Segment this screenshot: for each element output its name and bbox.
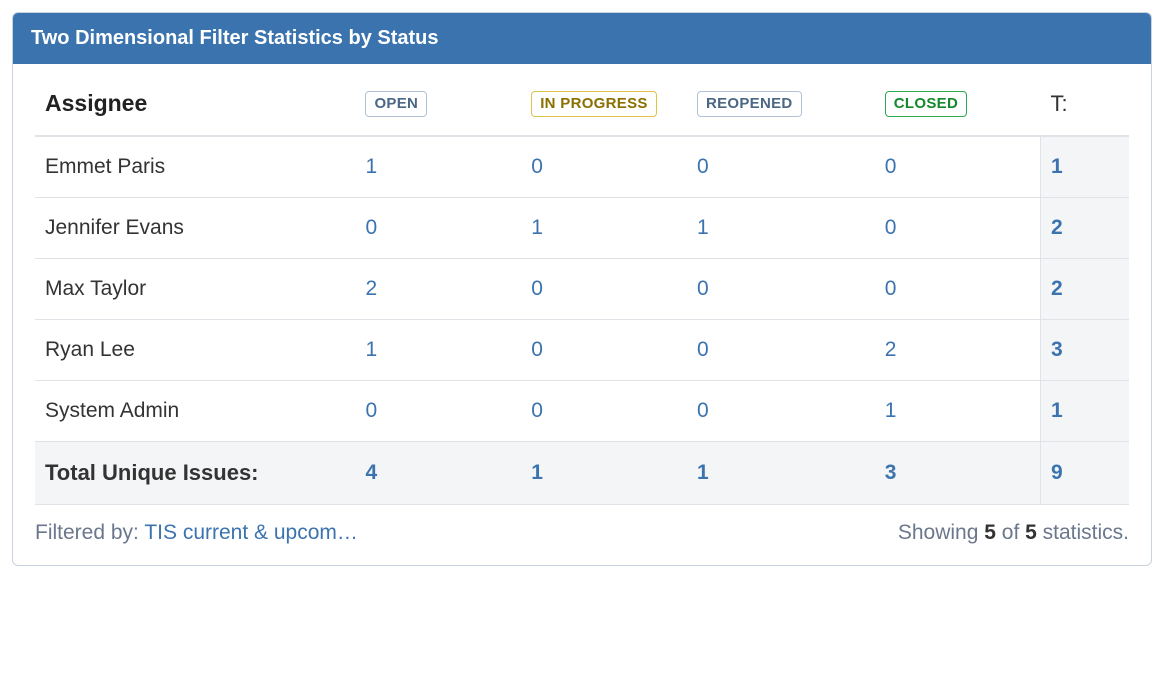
issue-count-link[interactable]: 0 [531,399,543,422]
status-column-header: CLOSED [875,64,1041,136]
value-cell: 0 [687,320,875,381]
totals-count-link[interactable]: 4 [365,461,377,484]
status-lozenge-open[interactable]: OPEN [365,91,427,117]
value-cell: 0 [355,198,521,259]
totals-value-cell: 4 [355,442,521,505]
table-row: Emmet Paris 1 0 0 0 1 [35,136,1129,198]
panel-title: Two Dimensional Filter Statistics by Sta… [13,13,1151,64]
row-total-cell: 1 [1041,136,1129,198]
table-header-row: Assignee OPEN IN PROGRESS REOPENED CLOSE… [35,64,1129,136]
issue-count-link[interactable]: 0 [531,155,543,178]
value-cell: 2 [355,259,521,320]
assignee-cell: Emmet Paris [35,136,355,198]
assignee-column-header: Assignee [35,64,355,136]
panel-body: Assignee OPEN IN PROGRESS REOPENED CLOSE… [13,64,1151,505]
assignee-cell: Max Taylor [35,259,355,320]
status-column-header: OPEN [355,64,521,136]
issue-count-link[interactable]: 0 [885,277,897,300]
showing-prefix: Showing [898,521,984,544]
value-cell: 0 [875,259,1041,320]
showing-count: Showing 5 of 5 statistics. [898,521,1129,545]
statistics-table: Assignee OPEN IN PROGRESS REOPENED CLOSE… [35,64,1129,505]
total-column-header: T: [1041,64,1129,136]
filtered-by: Filtered by: TIS current & upcom… [35,521,358,545]
row-total-link[interactable]: 3 [1051,338,1063,361]
row-total-cell: 2 [1041,259,1129,320]
panel-footer: Filtered by: TIS current & upcom… Showin… [13,505,1151,565]
issue-count-link[interactable]: 1 [365,155,377,178]
issue-count-link[interactable]: 0 [697,399,709,422]
value-cell: 0 [687,381,875,442]
issue-count-link[interactable]: 1 [697,216,709,239]
issue-count-link[interactable]: 0 [885,155,897,178]
row-total-link[interactable]: 2 [1051,277,1063,300]
status-lozenge-in-progress[interactable]: IN PROGRESS [531,91,657,117]
value-cell: 0 [521,259,687,320]
totals-count-link[interactable]: 1 [531,461,543,484]
value-cell: 0 [521,381,687,442]
row-total-cell: 3 [1041,320,1129,381]
value-cell: 1 [875,381,1041,442]
table-row: Jennifer Evans 0 1 1 0 2 [35,198,1129,259]
value-cell: 0 [521,320,687,381]
value-cell: 1 [355,136,521,198]
filtered-by-label: Filtered by: [35,521,144,544]
filter-link[interactable]: TIS current & upcom… [144,521,358,544]
status-lozenge-closed[interactable]: CLOSED [885,91,967,117]
status-column-header: REOPENED [687,64,875,136]
totals-value-cell: 3 [875,442,1041,505]
showing-current: 5 [984,521,996,544]
value-cell: 0 [687,136,875,198]
issue-count-link[interactable]: 2 [885,338,897,361]
row-total-link[interactable]: 1 [1051,399,1063,422]
showing-total: 5 [1025,521,1037,544]
table-row: Ryan Lee 1 0 0 2 3 [35,320,1129,381]
issue-count-link[interactable]: 0 [531,338,543,361]
issue-count-link[interactable]: 0 [697,155,709,178]
row-total-cell: 2 [1041,198,1129,259]
assignee-cell: Ryan Lee [35,320,355,381]
showing-of: of [996,521,1025,544]
assignee-cell: Jennifer Evans [35,198,355,259]
grand-total-link[interactable]: 9 [1051,461,1063,484]
issue-count-link[interactable]: 0 [365,216,377,239]
table-row: Max Taylor 2 0 0 0 2 [35,259,1129,320]
totals-count-link[interactable]: 1 [697,461,709,484]
value-cell: 1 [521,198,687,259]
row-total-cell: 1 [1041,381,1129,442]
status-lozenge-reopened[interactable]: REOPENED [697,91,802,117]
value-cell: 0 [687,259,875,320]
issue-count-link[interactable]: 1 [531,216,543,239]
issue-count-link[interactable]: 2 [365,277,377,300]
table-body: Emmet Paris10001Jennifer Evans01102Max T… [35,136,1129,505]
value-cell: 0 [355,381,521,442]
assignee-cell: System Admin [35,381,355,442]
value-cell: 1 [355,320,521,381]
row-total-link[interactable]: 1 [1051,155,1063,178]
totals-label: Total Unique Issues: [35,442,355,505]
totals-value-cell: 1 [521,442,687,505]
value-cell: 0 [875,136,1041,198]
issue-count-link[interactable]: 0 [365,399,377,422]
value-cell: 0 [521,136,687,198]
value-cell: 1 [687,198,875,259]
totals-count-link[interactable]: 3 [885,461,897,484]
grand-total-cell: 9 [1041,442,1129,505]
status-column-header: IN PROGRESS [521,64,687,136]
issue-count-link[interactable]: 1 [365,338,377,361]
issue-count-link[interactable]: 0 [885,216,897,239]
value-cell: 0 [875,198,1041,259]
issue-count-link[interactable]: 0 [697,338,709,361]
table-row: System Admin 0 0 0 1 1 [35,381,1129,442]
issue-count-link[interactable]: 1 [885,399,897,422]
totals-row: Total Unique Issues: 4 1 1 3 9 [35,442,1129,505]
row-total-link[interactable]: 2 [1051,216,1063,239]
issue-count-link[interactable]: 0 [531,277,543,300]
value-cell: 2 [875,320,1041,381]
issue-count-link[interactable]: 0 [697,277,709,300]
totals-value-cell: 1 [687,442,875,505]
filter-statistics-panel: Two Dimensional Filter Statistics by Sta… [12,12,1152,566]
showing-suffix: statistics. [1037,521,1129,544]
